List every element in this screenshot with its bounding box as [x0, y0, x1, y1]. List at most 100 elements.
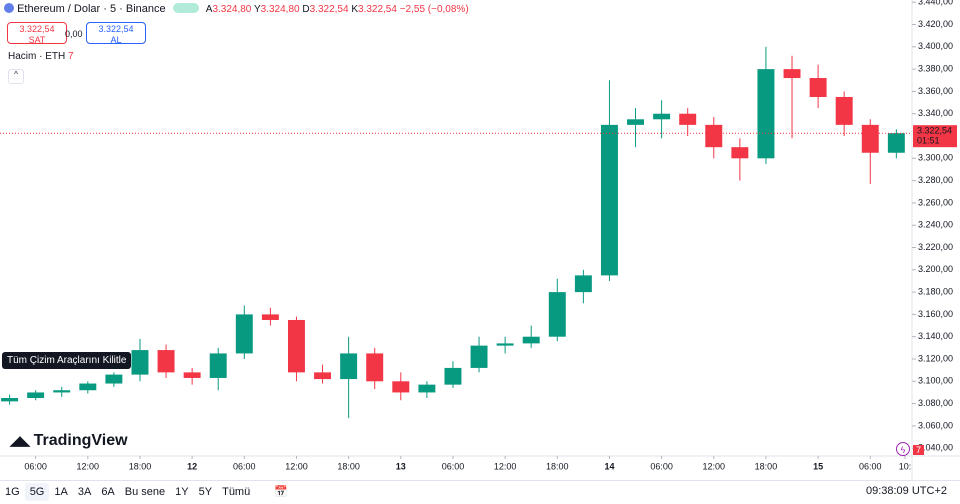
candle-body — [470, 345, 488, 368]
candle-body — [314, 372, 332, 380]
candle-body — [235, 314, 253, 354]
candle-body — [1, 398, 19, 402]
candle-body — [340, 353, 358, 380]
candle-body — [183, 372, 201, 378]
volume-title: Hacim · ETH — [8, 51, 66, 62]
ohlc: A3.324,80 Y3.324,80 D3.322,54 K3.322,54 … — [206, 4, 469, 15]
candle-body — [861, 124, 879, 153]
candle-body — [653, 113, 671, 120]
y-tick-label: 3.040,00 — [918, 443, 953, 453]
candle-body — [887, 133, 905, 153]
candle-body — [679, 113, 697, 125]
y-tick-label: 3.380,00 — [918, 63, 953, 73]
candle-body — [757, 69, 775, 159]
range-button[interactable]: 5Y — [198, 486, 213, 498]
sell-button[interactable]: 3.322,54 SAT — [7, 22, 67, 45]
range-button[interactable]: 5G — [24, 483, 50, 501]
range-button[interactable]: 1G — [5, 486, 20, 498]
candle-body — [835, 96, 853, 125]
x-tick-label: 18:00 — [129, 461, 152, 471]
ohlc-label: K — [351, 4, 358, 15]
x-tick-label: 06:00 — [233, 461, 256, 471]
y-tick-label: 3.160,00 — [918, 309, 953, 319]
ohlc-value: 3.324,80 — [260, 4, 300, 15]
alert-icon[interactable]: ϟ — [896, 442, 910, 456]
x-tick-label: 12:00 — [285, 461, 308, 471]
logo-icon: ◢◣ — [10, 433, 34, 448]
ranges: 1G 5G 1A 3A 6A Bu sene 1Y 5Y Tümü — [0, 482, 255, 501]
y-tick-label: 3.260,00 — [918, 197, 953, 207]
last-price-label: 3.322,54 — [917, 126, 952, 136]
candle-body — [209, 353, 227, 378]
buy-label: AL — [110, 35, 122, 45]
chart: 3.440,00 3.420,00 3.400,00 3.380,00 3.360,00… — [0, 0, 960, 480]
header: Ethereum / Dolar · 5 · Binance A3.324,80… — [4, 3, 469, 15]
ohlc-label: D — [302, 4, 310, 15]
sell-price: 3.322,54 — [19, 24, 55, 34]
x-tick-label: 06:00 — [650, 461, 673, 471]
status-icon[interactable] — [172, 3, 199, 13]
y-tick-label: 3.120,00 — [918, 353, 953, 363]
candle-body — [131, 350, 149, 375]
ohlc-value: 3.324,80 — [212, 4, 252, 15]
y-tick-label: 3.100,00 — [918, 376, 953, 386]
last-price-box — [913, 125, 957, 148]
buy-button[interactable]: 3.322,54 AL — [86, 22, 146, 45]
candle-body — [79, 383, 97, 391]
range-button[interactable]: Bu sene — [124, 486, 166, 498]
x-tick-label: 12:00 — [703, 461, 726, 471]
candle-body — [366, 353, 384, 382]
candle-body — [522, 336, 540, 344]
y-tick-label: 3.140,00 — [918, 331, 953, 341]
ohlc-value: 3.322,54 — [358, 4, 397, 15]
ohlc-value: 3.322,54 — [309, 4, 349, 15]
candle-body — [287, 319, 305, 373]
ohlc-label: Y — [253, 4, 261, 15]
range-button[interactable]: 3A — [77, 486, 92, 498]
buy-price: 3.322,54 — [98, 24, 134, 34]
y-tick-label: 3.220,00 — [918, 242, 953, 252]
y-tick-label: 3.360,00 — [918, 86, 953, 96]
candle-body — [731, 147, 749, 159]
countdown: 01:51 — [917, 136, 940, 146]
x-tick-label: 12:00 — [77, 461, 100, 471]
candle-body — [809, 78, 827, 97]
symbol-icon — [4, 3, 14, 13]
sell-label: SAT — [28, 35, 46, 45]
x-tick-label: 15 — [813, 461, 823, 471]
ohlc-label: A — [205, 4, 213, 15]
x-tick-label: 18:00 — [755, 461, 778, 471]
candle-body — [783, 69, 801, 79]
y-tick-label: 3.080,00 — [918, 398, 953, 408]
candle-body — [392, 381, 410, 393]
range-button[interactable]: Tümü — [222, 486, 251, 498]
y-tick-label: 3.340,00 — [918, 108, 953, 118]
volume-legend: Hacim · ETH 7 — [8, 51, 74, 62]
y-tick-label: 3.420,00 — [918, 19, 953, 29]
candle-body — [627, 119, 645, 125]
y-tick-label: 3.240,00 — [918, 220, 953, 230]
range-button[interactable]: 1A — [54, 486, 68, 498]
logo-text: TradingView — [33, 432, 128, 449]
range-button[interactable]: 6A — [101, 486, 115, 498]
clock: 09:38:09 UTC+2 — [865, 485, 947, 497]
y-tick-label: 3.060,00 — [918, 420, 953, 430]
candle-body — [105, 374, 123, 384]
y-tick-label: 3.200,00 — [918, 264, 953, 274]
date-range-icon[interactable]: 📅 — [274, 486, 288, 498]
candle-body — [444, 367, 462, 385]
logo: ◢◣ TradingView — [10, 432, 128, 450]
x-tick-label: 06:00 — [859, 461, 882, 471]
candle-body — [574, 275, 592, 293]
x-tick-label: 06:00 — [24, 461, 47, 471]
tooltip: Tüm Çizim Araçlarını Kilitle — [2, 352, 132, 369]
collapse-button[interactable]: ^ — [8, 69, 24, 84]
candle-body — [261, 314, 279, 320]
toolbar: 1G 5G 1A 3A 6A Bu sene 1Y 5Y Tümü 📅 09:38:09 UTC+2 — [0, 480, 960, 504]
candle-body — [418, 384, 436, 393]
symbol[interactable]: Ethereum / Dolar · 5 · Binance — [17, 3, 166, 15]
candle-body — [705, 124, 723, 148]
range-button[interactable]: 1Y — [175, 486, 189, 498]
x-tick-label: 06:00 — [442, 461, 465, 471]
